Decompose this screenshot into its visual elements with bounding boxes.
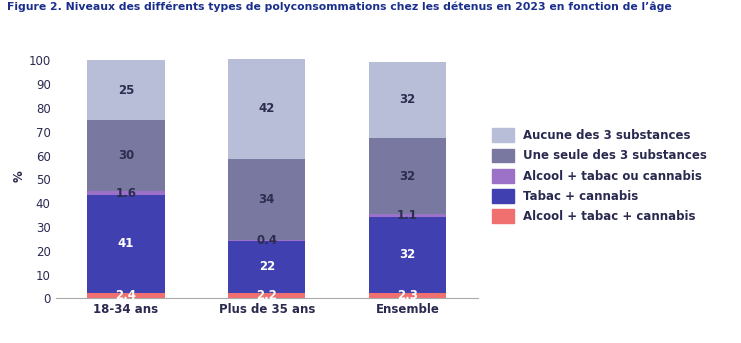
Bar bbox=[87, 293, 165, 298]
Text: 1.1: 1.1 bbox=[397, 209, 418, 222]
Bar bbox=[369, 217, 446, 293]
Text: 2.4: 2.4 bbox=[116, 289, 136, 302]
Text: 32: 32 bbox=[399, 169, 416, 182]
Text: 2.2: 2.2 bbox=[256, 289, 277, 302]
Text: 42: 42 bbox=[259, 102, 275, 115]
Bar bbox=[369, 214, 446, 217]
Bar bbox=[228, 293, 305, 298]
Bar bbox=[87, 60, 165, 120]
Text: 1.6: 1.6 bbox=[116, 187, 136, 200]
Text: 32: 32 bbox=[399, 93, 416, 106]
Text: 34: 34 bbox=[259, 193, 275, 206]
Bar bbox=[369, 138, 446, 214]
Bar bbox=[87, 120, 165, 191]
Bar bbox=[369, 293, 446, 298]
Bar bbox=[228, 241, 305, 293]
Text: 25: 25 bbox=[118, 84, 134, 97]
Bar bbox=[369, 62, 446, 138]
Text: 22: 22 bbox=[259, 260, 275, 273]
Text: 2.3: 2.3 bbox=[397, 289, 418, 302]
Bar bbox=[228, 59, 305, 159]
Text: Figure 2. Niveaux des différents types de polyconsommations chez les détenus en : Figure 2. Niveaux des différents types d… bbox=[7, 2, 672, 12]
Bar bbox=[87, 195, 165, 293]
Text: 41: 41 bbox=[118, 237, 134, 250]
Text: 32: 32 bbox=[399, 248, 416, 261]
Bar bbox=[228, 159, 305, 240]
Text: 30: 30 bbox=[118, 149, 134, 162]
Bar bbox=[228, 240, 305, 241]
Legend: Aucune des 3 substances, Une seule des 3 substances, Alcool + tabac ou cannabis,: Aucune des 3 substances, Une seule des 3… bbox=[492, 128, 707, 223]
Y-axis label: %: % bbox=[13, 170, 26, 182]
Bar bbox=[87, 191, 165, 195]
Text: 0.4: 0.4 bbox=[256, 234, 277, 247]
